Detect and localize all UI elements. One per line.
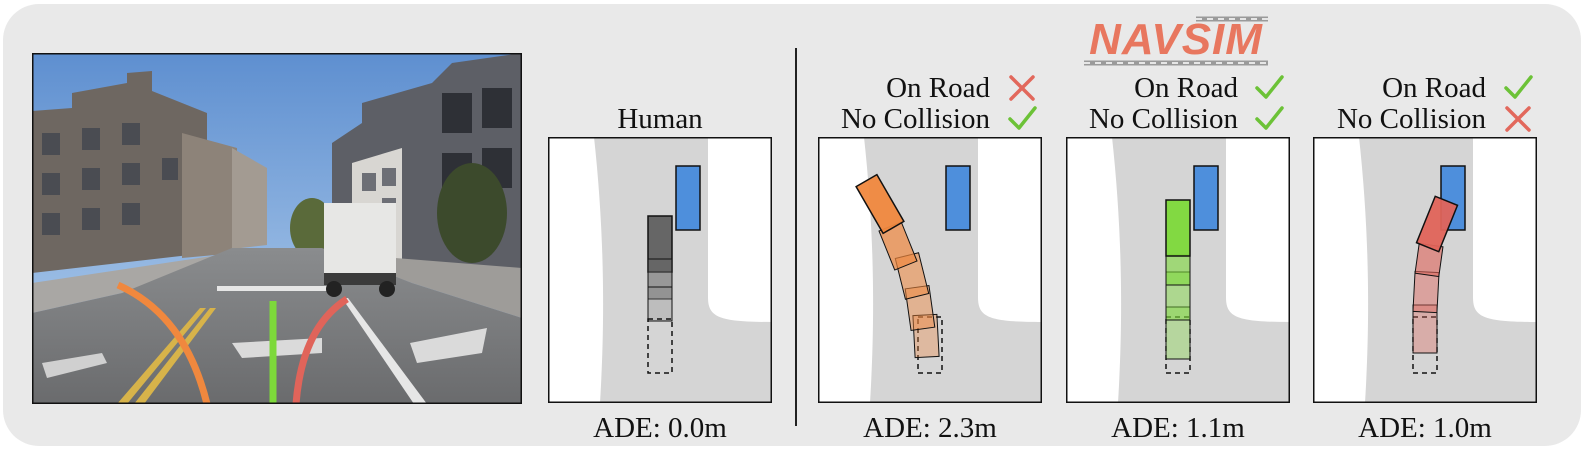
trajectory-boxes xyxy=(1412,195,1459,354)
no-collision-label-2: No Collision xyxy=(1088,103,1238,135)
ade-green: ADE: 1.1m xyxy=(1111,412,1245,444)
ego-outline xyxy=(1412,316,1438,374)
bev-panel-green xyxy=(1066,137,1290,403)
navsim-logo: NAVSIM xyxy=(1078,13,1274,69)
check-icon xyxy=(1255,106,1284,130)
trajectory-boxes xyxy=(855,173,940,359)
on-road-label-3: On Road xyxy=(1382,72,1486,104)
ade-human: ADE: 0.0m xyxy=(593,412,727,444)
obstacle-vehicle xyxy=(675,165,701,231)
camera-image xyxy=(32,53,522,404)
ego-outline xyxy=(647,318,673,374)
on-road-label-1: On Road xyxy=(886,72,990,104)
ade-orange: ADE: 2.3m xyxy=(863,412,997,444)
check-icon xyxy=(1008,106,1037,130)
bev-panel-red xyxy=(1313,137,1537,403)
bev-panel-human xyxy=(548,137,772,403)
bev-panel-orange xyxy=(818,137,1042,403)
cross-icon xyxy=(1009,75,1035,101)
human-box-2 xyxy=(647,258,673,300)
obstacle-vehicle xyxy=(1193,165,1219,231)
ade-red: ADE: 1.0m xyxy=(1358,412,1492,444)
obstacle-vehicle xyxy=(945,165,971,231)
divider xyxy=(795,48,797,426)
cross-icon xyxy=(1505,106,1531,132)
no-collision-label-3: No Collision xyxy=(1336,103,1486,135)
ego-outline xyxy=(917,316,943,374)
human-title: Human xyxy=(617,103,703,135)
check-icon xyxy=(1255,75,1284,99)
road-track-icon xyxy=(1084,16,1268,66)
human-box-3 xyxy=(647,286,673,322)
check-icon xyxy=(1504,75,1533,99)
on-road-label-2: On Road xyxy=(1134,72,1238,104)
no-collision-label-1: No Collision xyxy=(840,103,990,135)
logo-text: NAVSIM xyxy=(1089,15,1263,64)
ego-outline xyxy=(1165,316,1191,374)
trajectory-boxes xyxy=(1165,199,1191,360)
